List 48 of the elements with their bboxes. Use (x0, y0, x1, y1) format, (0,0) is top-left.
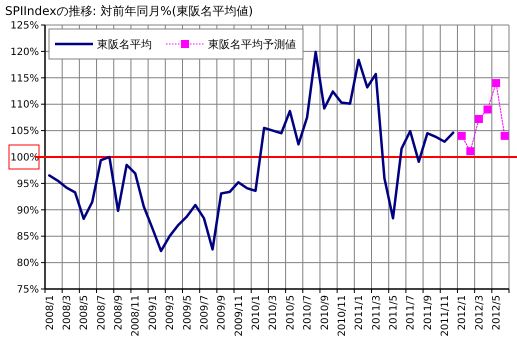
x-tick-label: 2008/9 (114, 295, 125, 330)
x-tick-label: 2010/11 (336, 295, 348, 337)
y-tick-label: 110% (10, 100, 39, 111)
point (474, 114, 483, 123)
x-tick-label: 2008/7 (96, 295, 108, 330)
line-series (48, 50, 454, 252)
x-tick-label: 2011/9 (422, 295, 434, 330)
x-tick-label: 2010/3 (268, 295, 280, 330)
point (500, 132, 509, 140)
point (466, 147, 474, 156)
x-tick-label: 2008/1 (44, 295, 56, 330)
y-tick-label: 85% (16, 232, 39, 243)
y-tick-label: 100% (10, 152, 39, 164)
x-tick-label: 2008/3 (62, 295, 73, 330)
point (458, 132, 466, 140)
y-tick-label: 80% (16, 258, 39, 270)
x-tick-label: 2009/5 (182, 295, 194, 330)
x-tick-label: 2010/7 (302, 295, 314, 330)
point (492, 79, 500, 88)
x-tick-label: 2011/3 (371, 295, 382, 330)
x-tick-label: 2010/5 (285, 295, 296, 330)
y-tick-label: 115% (10, 73, 39, 84)
y-tick-label: 105% (10, 126, 39, 138)
x-tick-label: 2012/1 (457, 295, 468, 330)
x-tick-label: 2011/1 (354, 295, 366, 330)
x-tick-label: 2009/1 (148, 295, 159, 330)
x-tick-label: 2009/7 (199, 295, 210, 330)
y-tick-label: 95% (16, 178, 39, 190)
x-tick-label: 2008/11 (130, 295, 142, 337)
point (484, 105, 492, 114)
x-tick-label: 2012/3 (474, 295, 486, 330)
x-tick-label: 2009/11 (234, 295, 245, 337)
x-tick-label: 2012/5 (492, 295, 503, 330)
chart-title: SPIIndexの推移: 対前年同月%(東阪名平均値) (5, 4, 254, 18)
x-tick-label: 2010/1 (251, 295, 262, 330)
legend-label: 東阪名平均予測値 (208, 38, 296, 51)
x-tick-label: 2008/5 (79, 295, 90, 330)
x-tick-label: 2009/3 (165, 295, 176, 330)
x-tick-label: 2011/5 (388, 295, 400, 330)
legend-label: 東阪名平均 (97, 38, 152, 51)
y-tick-label: 90% (16, 205, 39, 216)
y-tick-label: 120% (10, 46, 39, 58)
y-tick-label: 125% (10, 20, 39, 32)
x-tick-label: 2010/9 (320, 295, 331, 330)
x-tick-label: 2011/11 (440, 295, 452, 337)
x-tick-label: 2009/9 (216, 295, 228, 330)
x-tick-label: 2011/7 (406, 295, 417, 330)
y-tick-label: 75% (16, 284, 39, 296)
